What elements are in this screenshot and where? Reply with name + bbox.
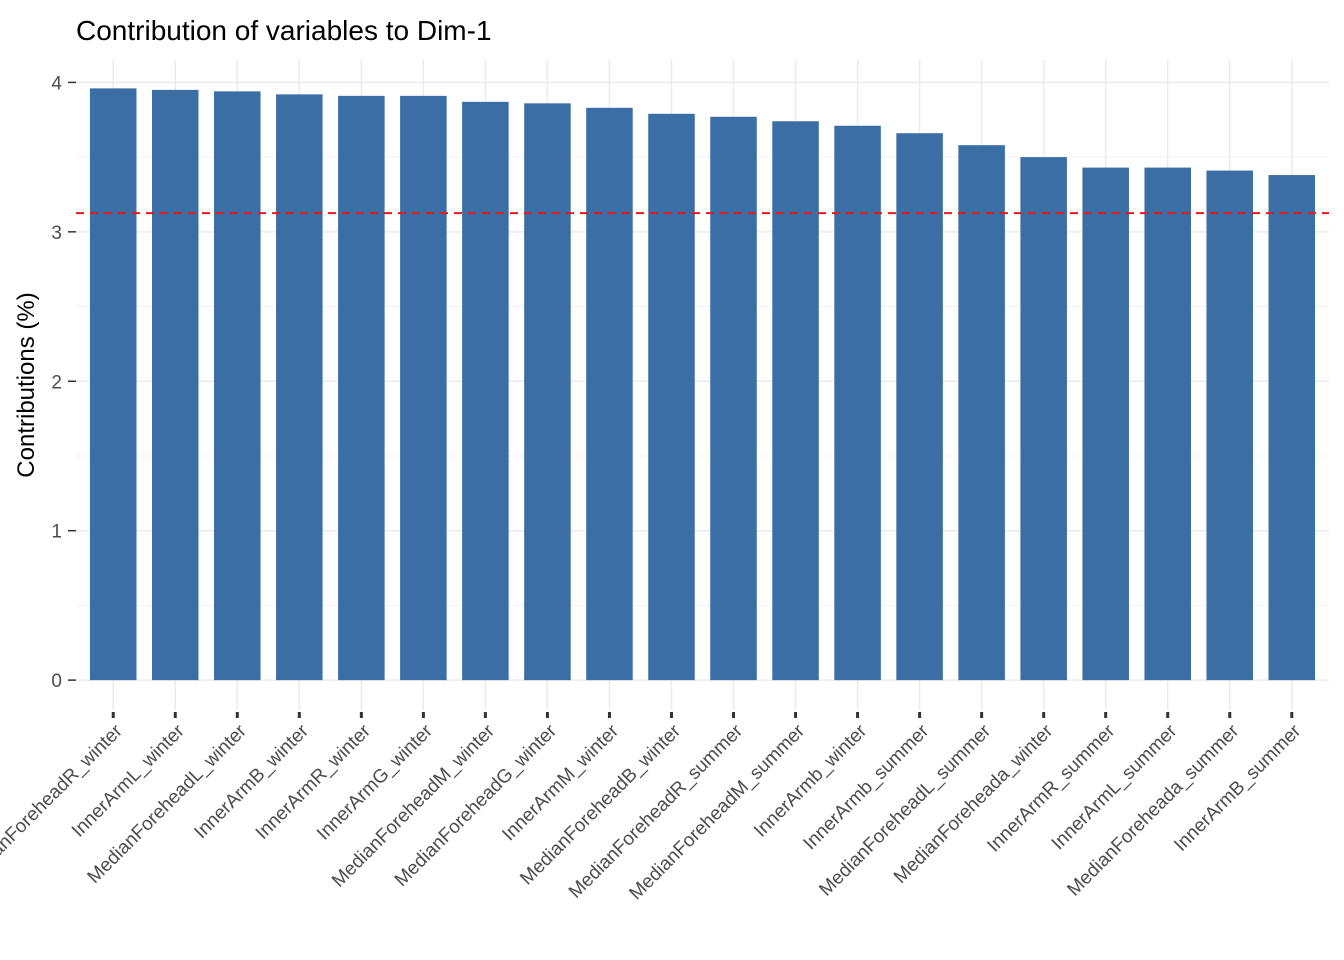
x-tick-label: InnerArmG_winter [313, 720, 437, 844]
bar [710, 116, 757, 681]
bar [462, 101, 509, 681]
bar [524, 103, 571, 681]
bar [214, 91, 261, 681]
bar [89, 88, 137, 681]
x-tick-label: InnerArmM_winter [498, 720, 623, 845]
chart-title: Contribution of variables to Dim-1 [76, 15, 492, 46]
bar [772, 121, 819, 681]
bar [400, 95, 447, 681]
bar [276, 94, 323, 681]
bar [896, 133, 943, 681]
y-tick-label: 4 [51, 73, 62, 94]
bar [1206, 170, 1254, 681]
x-tick-label: InnerArmb_winter [750, 720, 871, 841]
bar [1020, 157, 1067, 681]
bar [1144, 167, 1191, 681]
bar [834, 125, 881, 681]
x-tick-label: InnerArmR_winter [252, 720, 376, 844]
y-tick-label: 0 [51, 671, 62, 692]
bar [1268, 175, 1316, 681]
x-tick-label: InnerArmB_winter [190, 720, 313, 843]
y-axis-label: Contributions (%) [13, 292, 40, 477]
bar [586, 107, 633, 681]
x-tick-label: InnerArmL_winter [68, 720, 189, 841]
y-tick-label: 1 [51, 522, 62, 543]
bar [1082, 167, 1129, 681]
bar [648, 113, 695, 681]
bar [151, 89, 199, 681]
y-tick-label: 2 [51, 372, 62, 393]
y-tick-label: 3 [51, 223, 62, 244]
bar [338, 95, 385, 681]
bar [958, 145, 1005, 681]
